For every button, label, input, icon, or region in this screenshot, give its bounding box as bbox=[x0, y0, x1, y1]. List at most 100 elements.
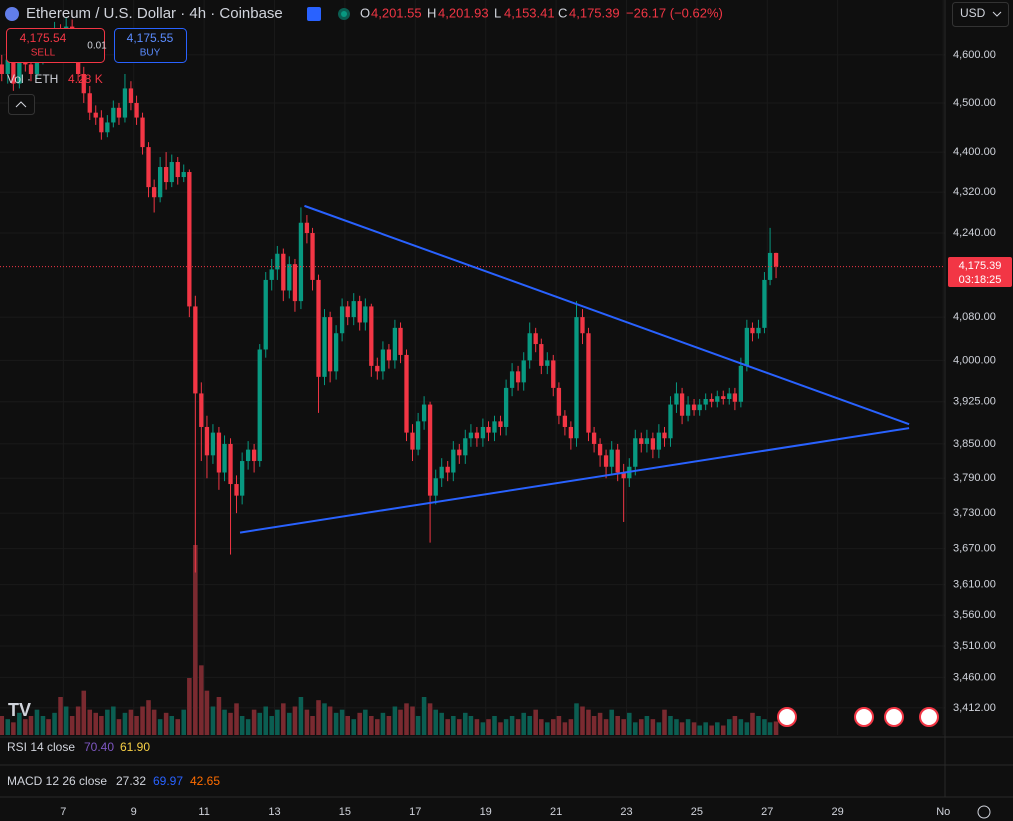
buy-button[interactable] bbox=[114, 28, 187, 63]
x-tick-label: 17 bbox=[409, 806, 421, 818]
volume-bar bbox=[568, 719, 574, 735]
volume-bar bbox=[357, 712, 362, 735]
buy-price: 4,175.55 bbox=[127, 31, 174, 45]
price-change: −26.17 (−0.62%) bbox=[626, 5, 723, 20]
volume-bar bbox=[257, 712, 263, 735]
candle-body bbox=[445, 466, 450, 473]
candle-body bbox=[509, 371, 515, 388]
volume-bar bbox=[404, 703, 409, 735]
macd-label: MACD 12 26 close bbox=[7, 774, 107, 788]
currency-select[interactable] bbox=[952, 2, 1009, 27]
x-tick-label: 21 bbox=[550, 806, 562, 818]
candle-body bbox=[703, 398, 708, 405]
volume-bar bbox=[545, 722, 550, 735]
settings-icon[interactable] bbox=[977, 805, 991, 819]
candle-body bbox=[410, 432, 415, 450]
candle-body bbox=[697, 404, 702, 411]
candle-body bbox=[415, 421, 421, 450]
volume-bar bbox=[193, 545, 198, 735]
candle-body bbox=[122, 88, 128, 118]
candle-body bbox=[0, 64, 4, 74]
volume-bar bbox=[322, 703, 327, 735]
flag-icon[interactable] bbox=[307, 7, 321, 21]
event-icon[interactable] bbox=[777, 707, 797, 727]
volume-bar bbox=[750, 712, 755, 735]
volume-bar bbox=[738, 719, 744, 735]
volume-bar bbox=[609, 709, 614, 735]
y-tick-label: 3,730.00 bbox=[953, 507, 996, 519]
y-tick-label: 3,510.00 bbox=[953, 640, 996, 652]
candle-body bbox=[568, 426, 574, 439]
x-tick-label: 19 bbox=[480, 806, 492, 818]
candle-body bbox=[533, 333, 538, 345]
volume-bar bbox=[281, 703, 286, 735]
y-tick-label: 4,600.00 bbox=[953, 49, 996, 61]
volume-bar bbox=[457, 719, 462, 735]
volume-bar bbox=[533, 709, 538, 735]
y-tick-label: 3,560.00 bbox=[953, 609, 996, 621]
volume-bar bbox=[644, 716, 650, 735]
plot-area bbox=[0, 0, 945, 735]
trendline bbox=[304, 204, 910, 426]
volume-bar bbox=[574, 703, 579, 735]
sell-button[interactable] bbox=[6, 28, 105, 63]
collapse-button[interactable] bbox=[8, 94, 35, 115]
candle-body bbox=[11, 59, 16, 84]
candle-body bbox=[222, 443, 227, 473]
volume-bar bbox=[187, 678, 192, 735]
candle-body bbox=[17, 54, 22, 84]
candle-body bbox=[292, 264, 298, 302]
event-icon[interactable] bbox=[919, 707, 939, 727]
candle-body bbox=[650, 438, 656, 450]
candle-body bbox=[269, 269, 274, 280]
candle-body bbox=[463, 438, 468, 456]
volume-bar bbox=[34, 709, 40, 735]
volume-bar bbox=[151, 709, 157, 735]
candle-body bbox=[591, 432, 597, 444]
volume-bar bbox=[239, 716, 245, 735]
volume-bar bbox=[597, 712, 603, 735]
volume-bar bbox=[52, 712, 57, 735]
candle-body bbox=[28, 64, 34, 74]
candle-body bbox=[245, 449, 251, 462]
candle-body bbox=[157, 167, 163, 198]
volume-bar bbox=[58, 697, 63, 735]
volume-bar bbox=[697, 725, 702, 735]
volume-bar bbox=[650, 719, 656, 735]
candle-body bbox=[134, 102, 139, 118]
candle-body bbox=[152, 187, 157, 198]
candle-body bbox=[527, 333, 532, 361]
candle-body bbox=[163, 167, 169, 183]
volume-bar bbox=[251, 709, 257, 735]
candle-body bbox=[615, 449, 620, 473]
event-icon[interactable] bbox=[854, 707, 874, 727]
volume-bar bbox=[23, 719, 28, 735]
volume-bar bbox=[726, 719, 732, 735]
candle-body bbox=[339, 306, 345, 334]
candle-body bbox=[111, 107, 116, 123]
volume-legend-value: 4.28 K bbox=[68, 72, 103, 86]
candle-body bbox=[750, 327, 755, 334]
candle-body bbox=[181, 172, 186, 178]
ohlc-value: 4,201.93 bbox=[438, 5, 489, 20]
volume-bar bbox=[199, 665, 204, 735]
ohlc-label: O bbox=[360, 5, 370, 20]
volume-bar bbox=[492, 716, 497, 735]
volume-bar bbox=[480, 722, 486, 735]
ohlc-value: 4,201.55 bbox=[371, 5, 422, 20]
volume-bar bbox=[685, 719, 691, 735]
volume-legend: Vol · ETH bbox=[7, 72, 58, 86]
volume-bar bbox=[463, 712, 468, 735]
volume-bar bbox=[122, 712, 128, 735]
volume-bar bbox=[111, 706, 116, 735]
candle-body bbox=[239, 461, 245, 496]
event-icon[interactable] bbox=[884, 707, 904, 727]
volume-bar bbox=[269, 716, 274, 735]
volume-bar bbox=[421, 697, 427, 735]
volume-bar bbox=[11, 722, 16, 735]
candle-body bbox=[187, 172, 192, 307]
volume-bar bbox=[87, 709, 93, 735]
candle-body bbox=[762, 279, 767, 328]
candle-body bbox=[380, 349, 386, 372]
